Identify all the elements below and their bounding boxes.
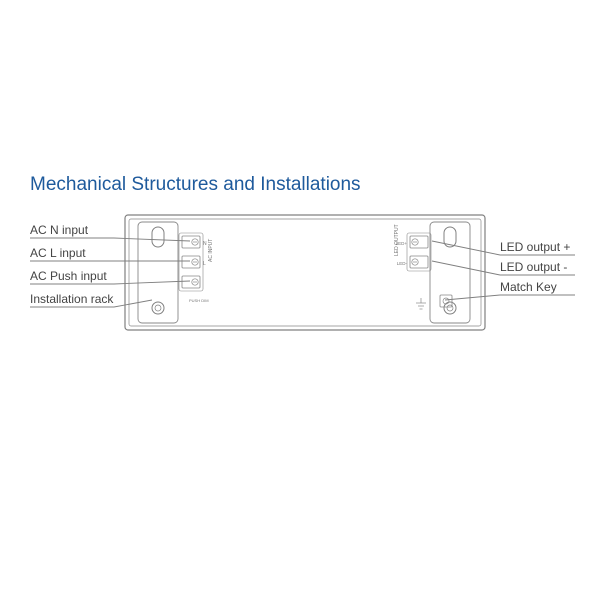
terminal-left <box>182 236 200 248</box>
terminal-tab-label: N <box>203 241 207 247</box>
callout-label: Match Key <box>500 280 557 294</box>
internal-small-label: LED OUTPUT <box>394 224 400 256</box>
section-title: Mechanical Structures and Installations <box>30 174 361 195</box>
callout-leader <box>114 300 152 307</box>
mounting-hole-inner <box>155 305 161 311</box>
callout-leader <box>445 295 500 300</box>
terminal-block-left <box>179 233 203 291</box>
mount-pocket-left <box>138 222 178 323</box>
terminal-tab-label: L <box>203 261 206 267</box>
callout-label: AC L input <box>30 246 86 260</box>
callout-leader <box>432 241 500 255</box>
callout-label: LED output + <box>500 240 570 254</box>
callout-label: Installation rack <box>30 292 114 306</box>
terminal-right <box>410 256 428 268</box>
internal-small-label: PUSH DIM <box>189 298 209 303</box>
terminal-block-right <box>407 233 431 271</box>
callout-label: AC Push input <box>30 269 107 283</box>
internal-small-label: AC INPUT <box>208 239 214 262</box>
callout-label: AC N input <box>30 223 89 237</box>
enclosure-inner-line <box>129 219 481 326</box>
terminal-left <box>182 256 200 268</box>
terminal-right <box>410 236 428 248</box>
mounting-slot <box>152 227 164 247</box>
callout-leader <box>432 261 500 275</box>
mounting-hole <box>152 302 164 314</box>
callout-label: LED output - <box>500 260 567 274</box>
terminal-left <box>182 276 200 288</box>
terminal-tab-label: LED- <box>397 261 408 266</box>
mount-pocket-right <box>430 222 470 323</box>
